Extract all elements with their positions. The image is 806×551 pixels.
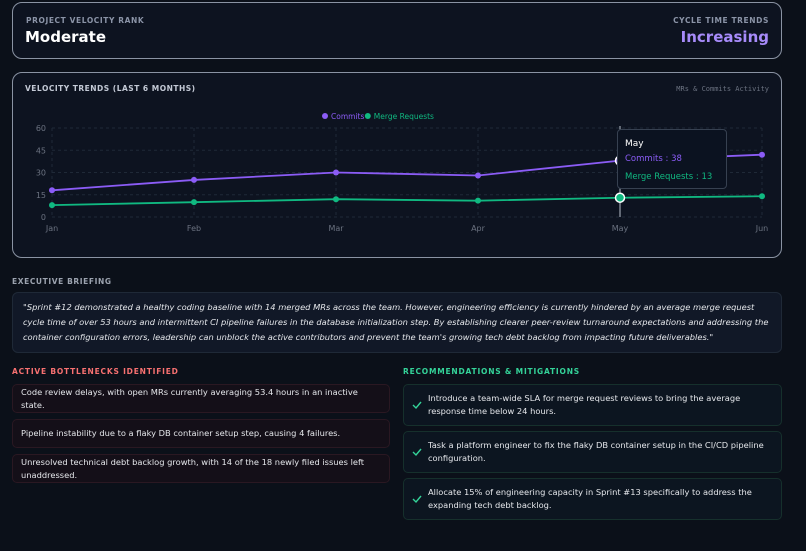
recommendation-text: Introduce a team-wide SLA for merge requ… [428, 393, 741, 416]
data-point [333, 169, 339, 176]
rank-value: Moderate [25, 28, 107, 46]
recommendation-item: Task a platform engineer to fix the flak… [403, 431, 782, 473]
bottleneck-item: Pipeline instability due to a flaky DB c… [12, 419, 390, 448]
legend-label: Commits [331, 112, 364, 121]
bottleneck-item: Code review delays, with open MRs curren… [12, 384, 390, 413]
legend: Commits Merge Requests [322, 112, 434, 121]
x-tick-label: Apr [471, 224, 486, 233]
tooltip-title: May [625, 139, 644, 149]
tooltip-row: Merge Requests : 13 [625, 172, 713, 182]
chart-card: VELOCITY TRENDS (LAST 6 MONTHS) MRs & Co… [12, 72, 782, 258]
data-point [614, 192, 626, 203]
data-point [759, 151, 765, 158]
recommendation-text: Task a platform engineer to fix the flak… [428, 440, 764, 463]
data-point [49, 187, 55, 194]
data-point [191, 176, 197, 183]
x-tick-label: Jun [755, 224, 769, 233]
y-tick-label: 60 [36, 124, 46, 133]
x-tick-label: Mar [328, 224, 344, 233]
data-point [759, 193, 765, 200]
x-tick-label: Feb [187, 224, 201, 233]
recommendations-title: RECOMMENDATIONS & MITIGATIONS [403, 367, 580, 376]
check-icon [412, 401, 422, 410]
x-tick-label: Jan [45, 224, 58, 233]
recommendation-item: Introduce a team-wide SLA for merge requ… [403, 384, 782, 426]
tooltip-series: Merge Requests [625, 172, 694, 182]
data-point [191, 199, 197, 206]
bottleneck-item: Unresolved technical debt backlog growth… [12, 454, 390, 483]
tooltip-value: 13 [701, 172, 713, 182]
y-tick-label: 30 [36, 169, 46, 178]
x-tick-label: May [612, 224, 629, 233]
tooltip-series: Commits [625, 154, 663, 164]
y-tick-label: 0 [41, 213, 46, 222]
chart-subtitle: MRs & Commits Activity [676, 85, 769, 93]
data-point [49, 202, 55, 209]
briefing-label: EXECUTIVE BRIEFING [12, 277, 112, 286]
rank-label: PROJECT VELOCITY RANK [26, 16, 145, 25]
check-icon [412, 495, 422, 504]
bottlenecks-title: ACTIVE BOTTLENECKS IDENTIFIED [12, 367, 179, 376]
legend-swatch [322, 113, 328, 119]
summary-card: PROJECT VELOCITY RANK Moderate CYCLE TIM… [12, 2, 782, 59]
briefing-text: "Sprint #12 demonstrated a healthy codin… [12, 292, 782, 353]
y-tick-label: 15 [36, 191, 46, 200]
tooltip-value: 38 [671, 154, 682, 164]
y-tick-label: 45 [36, 146, 46, 155]
legend-label: Merge Requests [374, 112, 434, 121]
tooltip-row: Commits : 38 [625, 154, 682, 164]
tooltip: May Commits : 38 Merge Requests : 13 [617, 129, 727, 189]
check-icon [412, 448, 422, 457]
data-point [475, 172, 481, 179]
legend-swatch [364, 113, 371, 119]
series-line [51, 195, 763, 207]
data-point [333, 196, 339, 203]
trend-label: CYCLE TIME TRENDS [673, 16, 769, 25]
recommendation-text: Allocate 15% of engineering capacity in … [428, 487, 752, 510]
chart-title: VELOCITY TRENDS (LAST 6 MONTHS) [25, 84, 196, 93]
data-point [475, 197, 481, 204]
trend-value: Increasing [680, 28, 769, 46]
recommendation-item: Allocate 15% of engineering capacity in … [403, 478, 782, 520]
